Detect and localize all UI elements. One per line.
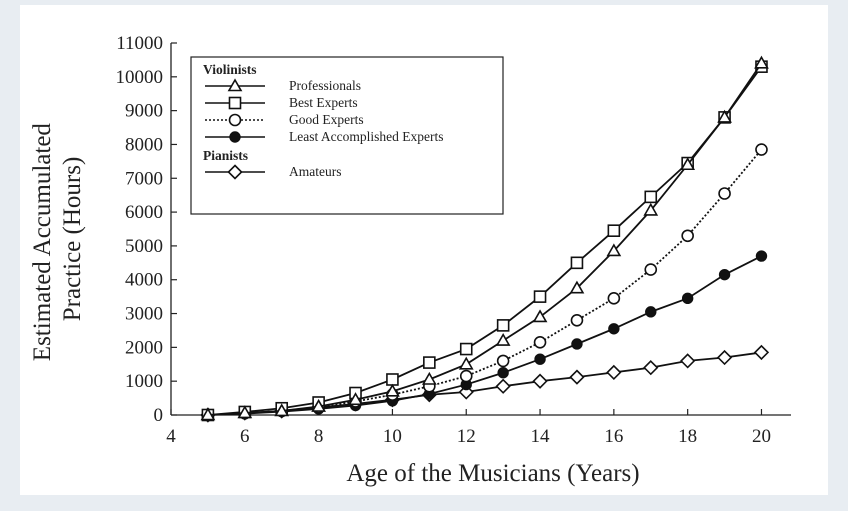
data-point-professionals <box>348 392 363 406</box>
data-point-amateurs <box>643 360 659 376</box>
y-tick-label: 9000 <box>125 101 163 122</box>
data-point-amateurs <box>716 349 733 366</box>
legend-marker <box>228 96 242 110</box>
legend-marker <box>227 78 243 92</box>
data-point-least-accomplished-experts <box>497 367 509 379</box>
data-point-amateurs <box>753 344 770 361</box>
legend-marker <box>229 131 241 143</box>
series-least-accomplished-experts <box>202 250 768 421</box>
data-point-best-experts <box>644 190 658 204</box>
y-tick-label: 11000 <box>116 33 163 54</box>
data-point-least-accomplished-experts <box>645 306 657 318</box>
x-axis-title: Age of the Musicians (Years) <box>346 460 639 487</box>
legend-label: Amateurs <box>289 164 341 179</box>
data-point-professionals <box>643 202 659 216</box>
legend: Violinists Professionals Best Experts Good … <box>190 56 504 215</box>
x-tick-label: 12 <box>457 426 476 447</box>
legend-label: Professionals <box>289 78 361 93</box>
y-tick-label: 5000 <box>125 236 163 257</box>
data-point-best-experts <box>570 256 584 270</box>
data-point-good-experts <box>496 354 510 368</box>
data-point-best-experts <box>496 319 510 332</box>
data-point-professionals <box>495 332 511 346</box>
data-point-best-experts <box>386 373 399 386</box>
x-tick-label: 14 <box>531 426 551 447</box>
y-tick-label: 0 <box>154 405 164 426</box>
y-tick-label: 1000 <box>125 371 163 392</box>
x-tick-label: 4 <box>166 426 176 447</box>
legend-group-title: Pianists <box>203 148 248 163</box>
data-point-least-accomplished-experts <box>755 250 768 262</box>
data-point-professionals <box>680 157 696 171</box>
x-tick-label: 8 <box>314 426 324 447</box>
y-tick-label: 8000 <box>125 134 163 155</box>
data-point-amateurs <box>532 373 548 389</box>
y-axis-title: Estimated Accumulated Practice (Hours) <box>29 117 86 361</box>
data-point-best-experts <box>423 356 436 369</box>
y-axis-title-line-2: Practice (Hours) <box>59 157 86 322</box>
y-tick-label: 4000 <box>125 270 163 291</box>
data-point-professionals <box>385 383 400 397</box>
x-tick-label: 16 <box>604 426 623 447</box>
y-tick-label: 3000 <box>125 304 163 325</box>
data-point-professionals <box>458 356 474 370</box>
data-point-least-accomplished-experts <box>608 323 620 335</box>
data-point-good-experts <box>607 292 621 305</box>
data-point-amateurs <box>606 364 622 381</box>
data-point-professionals <box>421 371 437 385</box>
data-point-professionals <box>717 109 732 123</box>
y-tick-label: 6000 <box>125 202 163 223</box>
chart-panel: 0 1000 2000 3000 4000 5000 6000 7000 8000 9000 100… <box>20 5 828 495</box>
x-tick-label: 6 <box>240 426 250 447</box>
legend-marker <box>228 113 242 127</box>
data-point-professionals <box>200 407 216 421</box>
data-point-professionals <box>532 309 548 323</box>
series-line-best-experts <box>207 66 763 416</box>
data-point-least-accomplished-experts <box>718 268 731 281</box>
data-point-professionals <box>274 403 290 417</box>
data-point-least-accomplished-experts <box>681 292 694 305</box>
data-point-best-experts <box>459 342 473 356</box>
x-tick-label: 20 <box>752 426 771 447</box>
data-point-best-experts <box>533 290 547 303</box>
x-tick-label: 10 <box>383 426 402 447</box>
legend-box <box>190 56 504 215</box>
data-point-good-experts <box>755 143 768 156</box>
data-point-good-experts <box>459 369 473 383</box>
data-point-amateurs <box>680 353 696 369</box>
data-point-amateurs <box>495 378 511 394</box>
data-point-best-experts <box>607 224 621 237</box>
series-line-professionals <box>207 62 763 416</box>
data-point-professionals <box>569 280 585 294</box>
legend-marker <box>227 164 243 180</box>
data-point-professionals <box>606 243 622 257</box>
data-point-least-accomplished-experts <box>534 353 546 365</box>
data-point-good-experts <box>681 229 694 243</box>
legend-label: Good Experts <box>289 112 364 127</box>
series-line-amateurs <box>207 351 762 416</box>
data-point-good-experts <box>644 263 658 276</box>
data-point-good-experts <box>570 314 584 327</box>
x-tick-label: 18 <box>678 426 697 447</box>
axes: 0 1000 2000 3000 4000 5000 6000 7000 8000 9000 100… <box>116 33 791 447</box>
data-point-professionals <box>311 398 326 412</box>
y-axis-title-line-1: Estimated Accumulated <box>29 123 56 362</box>
legend-group-title: Violinists <box>203 62 257 77</box>
data-point-good-experts <box>533 335 547 349</box>
data-point-good-experts <box>718 187 731 200</box>
series-line-least-accomplished-experts <box>207 255 762 416</box>
series-professionals <box>200 55 769 421</box>
data-point-professionals <box>754 55 769 69</box>
y-tick-label: 2000 <box>125 337 163 358</box>
data-point-least-accomplished-experts <box>571 338 583 350</box>
series-layer <box>200 55 770 423</box>
y-tick-label: 7000 <box>125 168 163 189</box>
data-point-amateurs <box>569 369 585 385</box>
practice-hours-line-chart: 0 1000 2000 3000 4000 5000 6000 7000 8000 9000 100… <box>29 33 791 487</box>
legend-label: Least Accomplished Experts <box>289 129 443 144</box>
data-point-professionals <box>237 405 253 419</box>
legend-label: Best Experts <box>289 95 358 110</box>
y-tick-label: 10000 <box>116 67 164 88</box>
